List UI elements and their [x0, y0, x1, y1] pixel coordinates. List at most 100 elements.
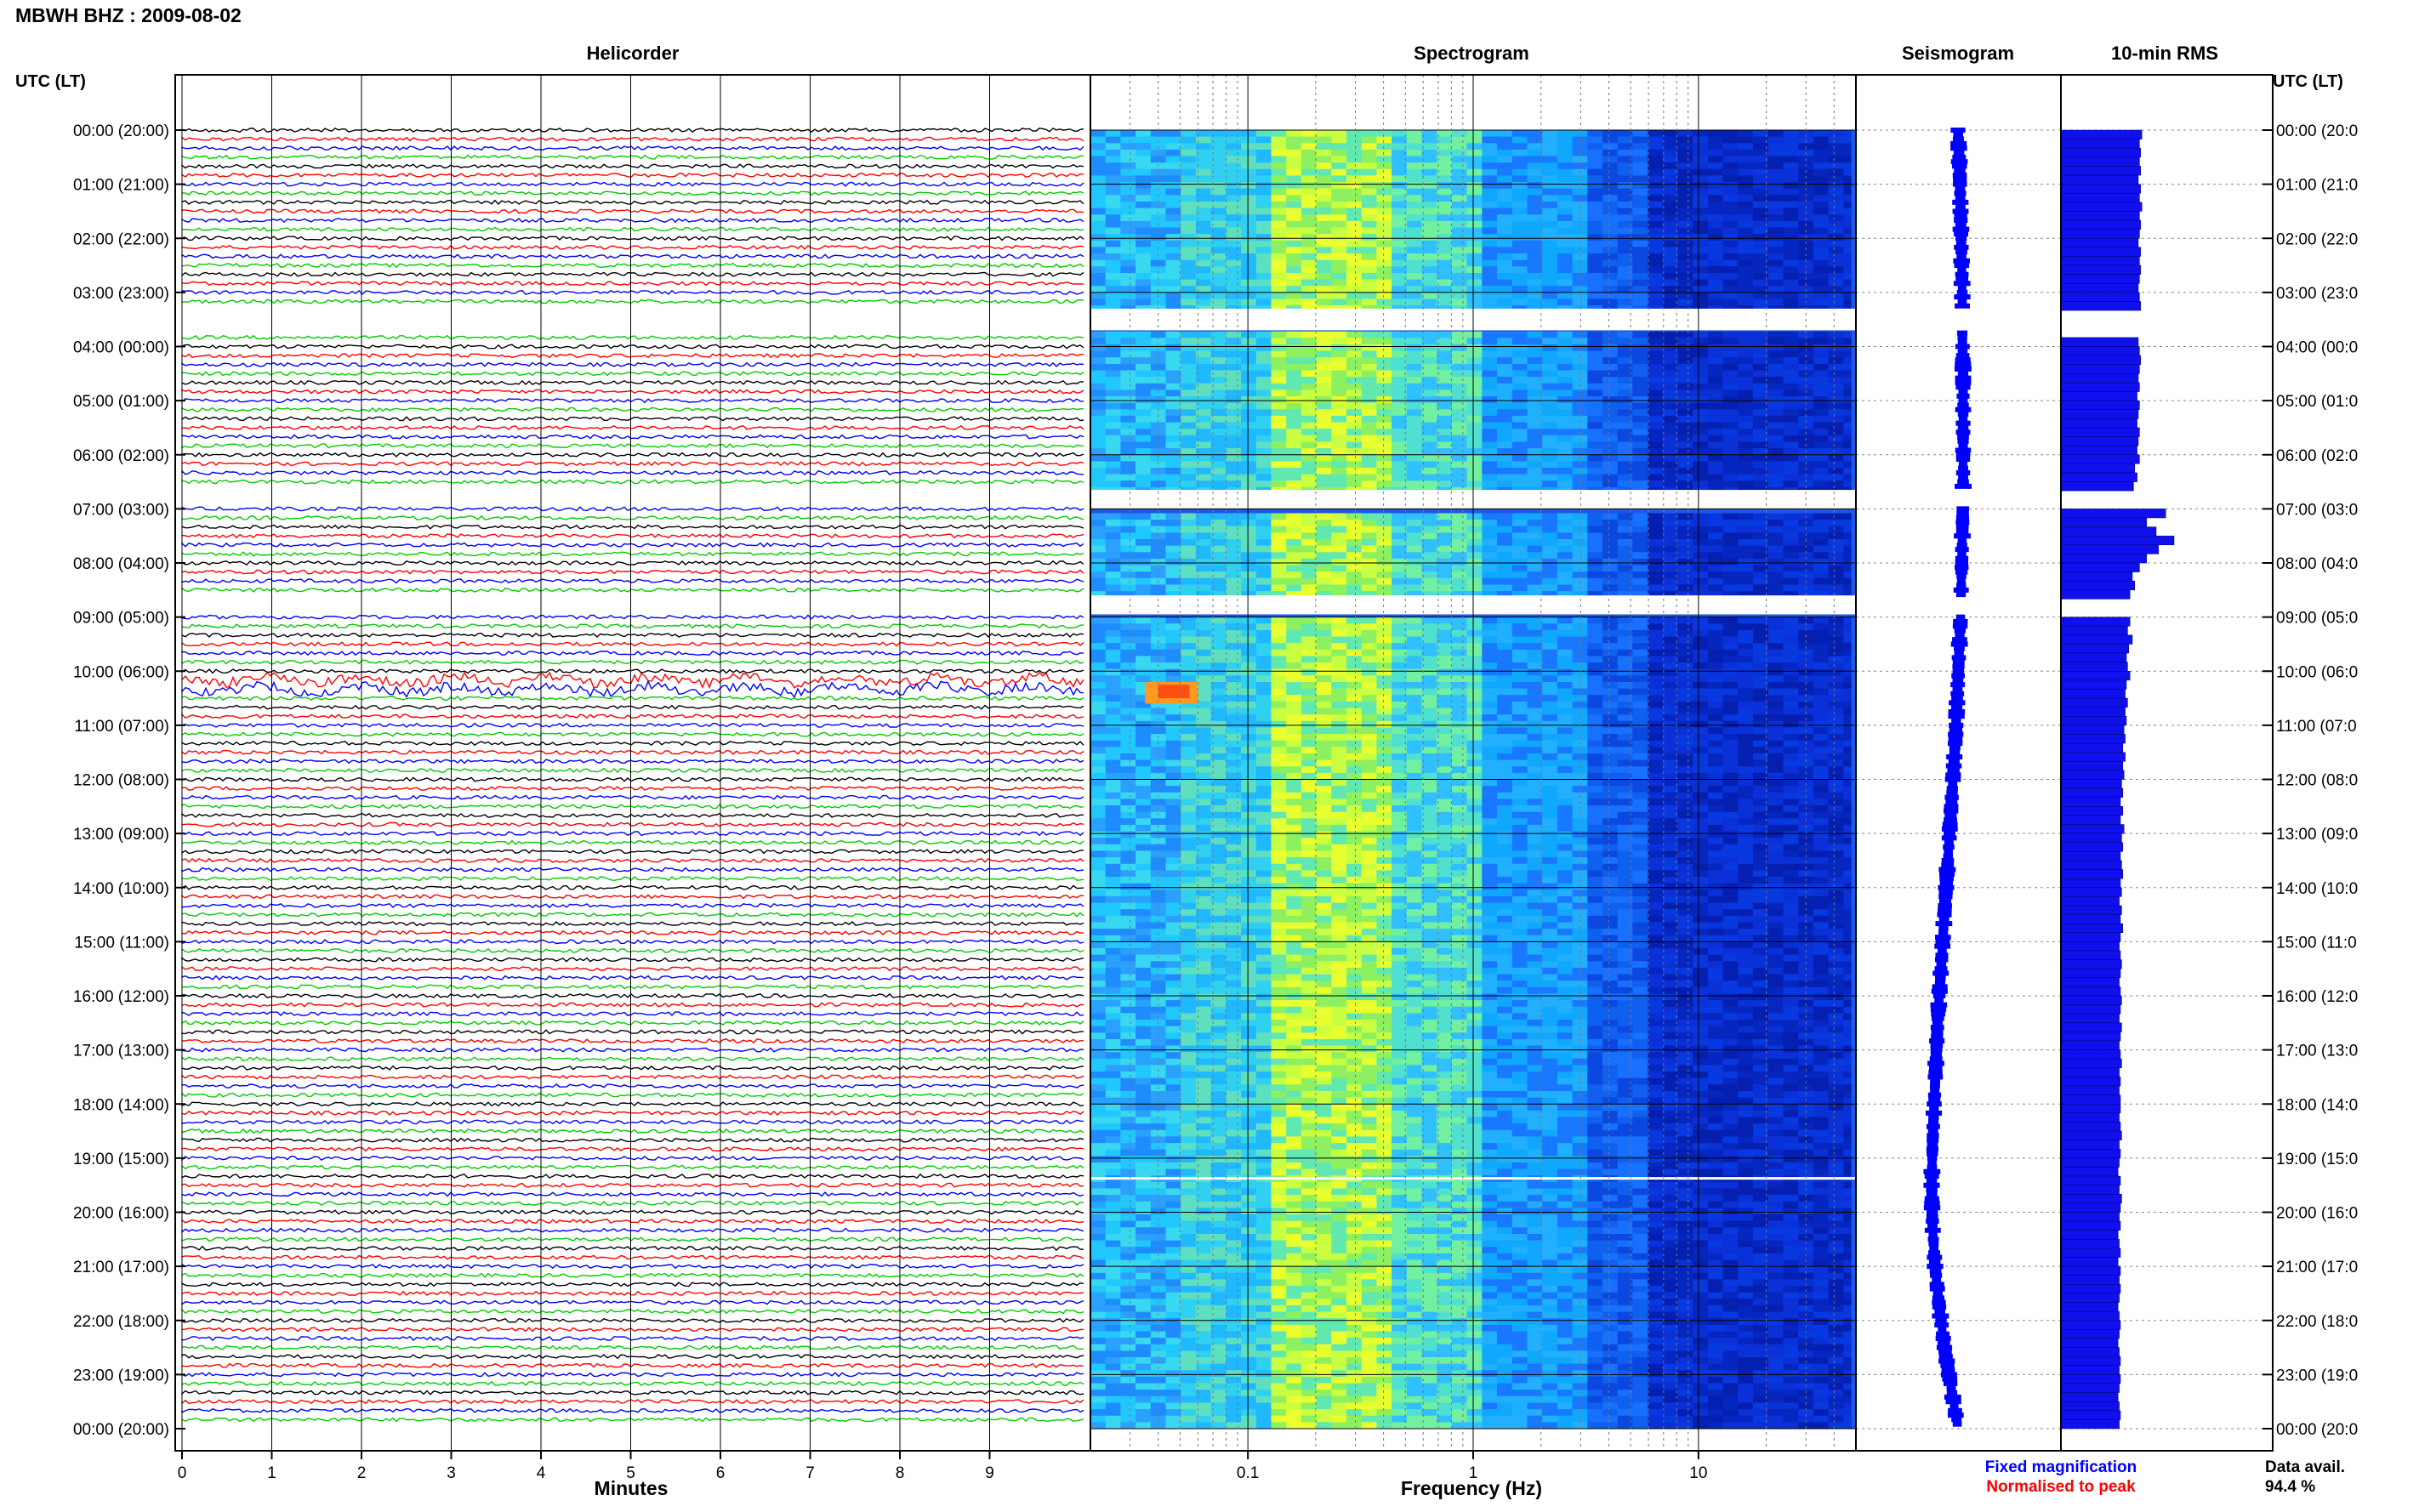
spectrogram-cell — [1165, 259, 1181, 267]
spectrogram-cell — [1648, 175, 1664, 183]
spectrogram-cell — [1421, 740, 1437, 747]
spectrogram-cell — [1843, 799, 1852, 806]
spectrogram-cell — [1316, 214, 1332, 222]
spectrogram-cell — [1376, 811, 1392, 819]
spectrogram-cell — [1843, 253, 1852, 261]
spectrogram-cell — [1482, 468, 1498, 475]
spectrogram-cell — [1241, 468, 1257, 475]
spectrogram-cell — [1753, 338, 1769, 345]
spectrogram-cell — [1497, 253, 1513, 261]
spectrogram-cell — [1632, 747, 1648, 754]
spectrogram-cell — [1662, 513, 1678, 520]
spectrogram-cell — [1316, 247, 1332, 254]
spectrogram-cell — [1466, 338, 1483, 345]
spectrogram-cell — [1497, 247, 1513, 254]
spectrogram-cell — [1722, 591, 1739, 599]
spectrogram-cell — [1392, 175, 1408, 183]
spectrogram-cell — [1361, 415, 1377, 423]
spectrogram-cell — [1738, 162, 1754, 170]
spectrogram-cell — [1181, 415, 1197, 423]
spectrogram-cell — [1286, 422, 1302, 429]
spectrogram-cell — [1617, 805, 1633, 813]
spectrogram-cell — [1120, 740, 1136, 747]
spectrogram-cell — [1255, 584, 1272, 592]
spectrogram-cell — [1181, 273, 1197, 281]
spectrogram-cell — [1617, 130, 1633, 138]
spectrogram-cell — [1195, 695, 1212, 702]
spectrogram-cell — [1181, 149, 1197, 156]
spectrogram-cell — [1136, 805, 1152, 813]
spectrogram-cell — [1466, 234, 1483, 242]
spectrogram-cell — [1150, 818, 1166, 826]
spectrogram-cell — [1255, 344, 1272, 352]
spectrogram-cell — [1195, 441, 1212, 449]
spectrogram-cell — [1090, 720, 1107, 728]
spectrogram-cell — [1572, 811, 1588, 819]
spectrogram-cell — [1421, 331, 1437, 338]
spectrogram-cell — [1557, 234, 1574, 242]
spectrogram-cell — [1632, 799, 1648, 806]
spectrogram-cell — [1346, 708, 1363, 715]
spectrogram-cell — [1136, 480, 1152, 488]
spectrogram-cell — [1632, 675, 1648, 683]
spectrogram-cell — [1316, 643, 1332, 651]
spectrogram-cell — [1648, 259, 1664, 267]
spectrogram-cell — [1632, 286, 1648, 293]
spectrogram-cell — [1617, 480, 1633, 488]
spectrogram-cell — [1648, 772, 1664, 780]
spectrogram-cell — [1361, 675, 1377, 683]
spectrogram-cell — [1587, 136, 1603, 144]
spectrogram-cell — [1466, 363, 1483, 371]
spectrogram-cell — [1165, 734, 1181, 742]
spectrogram-cell — [1677, 629, 1693, 637]
spectrogram-cell — [1527, 649, 1543, 657]
spectrogram-cell — [1406, 720, 1422, 728]
spectrogram-cell — [1497, 668, 1513, 676]
spectrogram-cell — [1497, 786, 1513, 793]
spectrogram-cell — [1677, 286, 1693, 293]
spectrogram-cell — [1136, 623, 1152, 631]
spectrogram-cell — [1451, 259, 1468, 267]
spectrogram-cell — [1406, 234, 1422, 242]
spectrogram-cell — [1617, 747, 1633, 754]
spectrogram-cell — [1511, 577, 1528, 585]
spectrogram-cell — [1105, 220, 1121, 228]
spectrogram-cell — [1602, 643, 1619, 651]
spectrogram-cell — [1376, 370, 1392, 378]
spectrogram-cell — [1346, 720, 1363, 728]
spectrogram-cell — [1255, 338, 1272, 345]
spectrogram-cell — [1105, 207, 1121, 215]
spectrogram-cell — [1437, 188, 1453, 196]
spectrogram-cell — [1783, 714, 1799, 722]
spectrogram-cell — [1542, 591, 1558, 599]
spectrogram-cell — [1497, 695, 1513, 702]
spectrogram-cell — [1406, 331, 1422, 338]
spectrogram-cell — [1361, 377, 1377, 384]
spectrogram-cell — [1587, 818, 1603, 826]
spectrogram-cell — [1707, 370, 1724, 378]
spectrogram-cell — [1406, 292, 1422, 299]
spectrogram-cell — [1136, 526, 1152, 533]
spectrogram-cell — [1376, 156, 1392, 163]
spectrogram-cell — [1572, 273, 1588, 281]
spectrogram-cell — [1527, 409, 1543, 417]
spectrogram-cell — [1271, 214, 1287, 222]
spectrogram-cell — [1437, 298, 1453, 306]
spectrogram-cell — [1301, 448, 1318, 456]
spectrogram-cell — [1120, 279, 1136, 287]
spectrogram-cell — [1707, 623, 1724, 631]
spectrogram-cell — [1361, 772, 1377, 780]
spectrogram-cell — [1226, 805, 1242, 813]
spectrogram-cell — [1421, 415, 1437, 423]
spectrogram-cell — [1120, 565, 1136, 572]
spectrogram-cell — [1557, 629, 1574, 637]
spectrogram-cell — [1271, 266, 1287, 274]
spectrogram-cell — [1753, 799, 1769, 806]
spectrogram-cell — [1482, 389, 1498, 397]
spectrogram-cell — [1557, 708, 1574, 715]
spectrogram-cell — [1587, 720, 1603, 728]
spectrogram-cell — [1316, 545, 1332, 553]
spectrogram-cell — [1707, 539, 1724, 547]
spectrogram-cell — [1648, 422, 1664, 429]
spectrogram-cell — [1346, 747, 1363, 754]
